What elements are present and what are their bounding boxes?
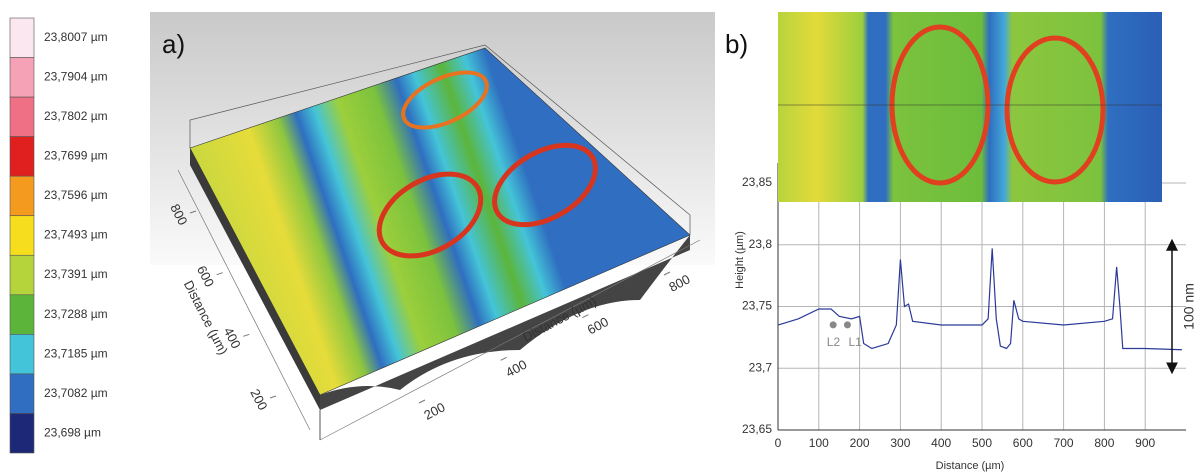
x-tick — [663, 271, 671, 276]
x-tick-label: 100 — [809, 436, 829, 450]
x-tick-label: 500 — [972, 436, 992, 450]
y-tick-label: 23,65 — [742, 422, 772, 436]
x-tick-label: 600 — [1013, 436, 1033, 450]
color-swatch — [9, 254, 35, 296]
x-tick — [418, 399, 426, 404]
x-tick-label: 400 — [931, 436, 951, 450]
x-tick-label: 900 — [1135, 436, 1155, 450]
y-tick-label: 23,7 — [749, 360, 773, 374]
y-tick — [243, 333, 250, 337]
color-label: 23,8007 µm — [44, 30, 108, 44]
axis-line — [319, 239, 701, 441]
color-label: 23,7493 µm — [44, 228, 108, 242]
y-tick — [269, 395, 277, 399]
y-axis-label: Distance (µm) — [181, 278, 231, 357]
box-edge — [189, 44, 691, 235]
color-label: 23,7904 µm — [44, 69, 108, 83]
y-tick-label: 23,8 — [749, 237, 773, 251]
x-axis-label: Distance (µm) — [936, 460, 1005, 472]
color-label: 23,7699 µm — [44, 149, 108, 163]
x-tick-label: 0 — [775, 436, 782, 450]
ring — [401, 70, 489, 130]
color-swatch — [9, 57, 35, 98]
annotation: L1 — [848, 335, 862, 349]
color-swatch — [9, 96, 35, 137]
color-label: 23,7185 µm — [44, 346, 108, 360]
color-label: 23,698 µm — [44, 425, 101, 439]
annotation: L2 — [827, 335, 841, 349]
color-swatch — [9, 136, 35, 177]
surface-side — [320, 235, 690, 410]
color-swatch — [9, 334, 35, 375]
panel-label: b) — [725, 29, 748, 59]
y-tick-label: 200 — [247, 386, 270, 412]
point-marker — [843, 321, 851, 329]
y-axis-label: Height (µm) — [734, 231, 746, 289]
x-tick-label: 200 — [850, 436, 870, 450]
color-label: 23,7596 µm — [44, 188, 108, 202]
x-tick-label: 200 — [421, 399, 447, 422]
x-tick-label: 800 — [1094, 436, 1114, 450]
color-swatch — [9, 215, 35, 256]
y-tick — [189, 210, 197, 214]
ring — [376, 171, 484, 259]
color-swatch — [9, 294, 35, 335]
color-swatch — [9, 175, 35, 217]
x-tick-label: 700 — [1054, 436, 1074, 450]
y-tick — [216, 272, 223, 276]
color-label: 23,7082 µm — [44, 386, 108, 400]
y-tick-label: 23,85 — [742, 175, 772, 189]
surface-side — [190, 148, 320, 410]
ring — [492, 142, 598, 228]
x-tick — [500, 356, 507, 361]
color-label: 23,7802 µm — [44, 109, 108, 123]
color-label: 23,7288 µm — [44, 307, 108, 321]
color-scale: 23,8007 µm 23,7904 µm 23,7802 µm 23,7699 µm… — [9, 17, 108, 454]
color-swatch — [9, 17, 35, 58]
profile-line — [777, 248, 1182, 351]
point-marker — [829, 321, 837, 329]
color-swatch — [9, 373, 35, 414]
color-swatch — [9, 413, 35, 454]
x-tick-label: 800 — [666, 271, 692, 294]
x-tick — [582, 314, 589, 319]
x-tick-label: 600 — [585, 314, 611, 337]
color-label: 23,7391 µm — [44, 267, 108, 281]
x-tick-label: 300 — [890, 436, 910, 450]
y-tick-label: 23,75 — [742, 299, 772, 313]
ring — [1004, 35, 1106, 185]
axis-line — [177, 169, 311, 431]
annotation: 100 nm — [1181, 283, 1197, 330]
panel-label: a) — [162, 29, 185, 59]
x-tick-label: 400 — [503, 357, 529, 380]
